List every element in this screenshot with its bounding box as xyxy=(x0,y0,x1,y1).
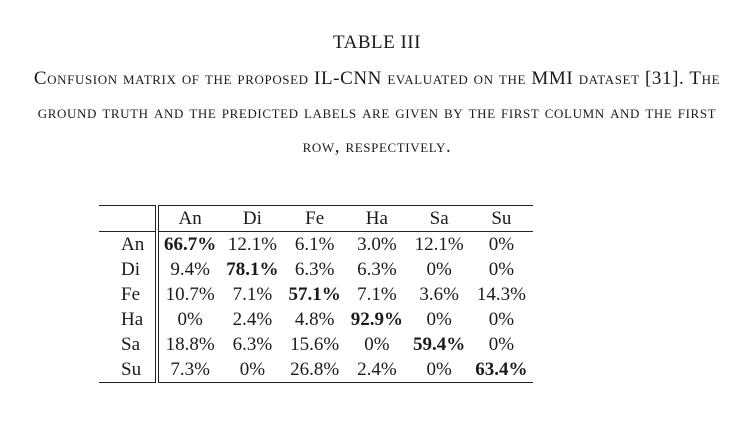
table-row: Fe 10.7% 7.1% 57.1% 7.1% 3.6% 14.3% xyxy=(99,282,533,307)
row-label: Di xyxy=(99,257,159,282)
table-cell: 6.1% xyxy=(283,231,346,257)
row-label: Ha xyxy=(99,307,159,332)
table-cell: 0% xyxy=(426,259,452,280)
table-cell: 9.4% xyxy=(170,259,210,280)
table-cell: 63.4% xyxy=(475,359,528,380)
table-cell: 0% xyxy=(177,309,203,330)
column-header: Sa xyxy=(408,205,471,232)
table-row: An 66.7% 12.1% 6.1% 3.0% 12.1% 0% xyxy=(99,231,533,257)
table-cell: 0% xyxy=(488,259,515,280)
table-cell: 15.6% xyxy=(290,334,340,355)
table-cell: 57.1% xyxy=(288,284,341,305)
table-cell: 78.1% xyxy=(226,259,279,280)
table-cell: 18.8% xyxy=(165,334,215,355)
table-cell: 14.3% xyxy=(476,284,526,305)
table-row: Su 7.3% 0% 26.8% 2.4% 0% 63.4% xyxy=(99,357,533,383)
table-cell: 3.0% xyxy=(345,231,408,257)
table-cell: 7.3% xyxy=(170,359,210,380)
table-cell: 6.3% xyxy=(294,259,335,280)
table-cell: 92.9% xyxy=(350,309,403,330)
table-cell: 6.3% xyxy=(232,334,273,355)
table-cell: 59.4% xyxy=(413,334,466,355)
table-cell: 7.1% xyxy=(232,284,273,305)
row-label: Fe xyxy=(99,282,159,307)
table-cell: 0% xyxy=(426,309,452,330)
table-cell: 3.6% xyxy=(419,284,459,305)
table-row: Ha 0% 2.4% 4.8% 92.9% 0% 0% xyxy=(99,307,533,332)
table-cell: 66.7% xyxy=(157,231,222,257)
table-row: Di 9.4% 78.1% 6.3% 6.3% 0% 0% xyxy=(99,257,533,282)
column-header: An xyxy=(157,205,222,232)
table-label: TABLE III xyxy=(333,32,421,53)
row-label: Su xyxy=(99,357,159,383)
table-row: Sa 18.8% 6.3% 15.6% 0% 59.4% 0% xyxy=(99,332,533,357)
corner-cell xyxy=(99,205,159,232)
table-cell: 0% xyxy=(426,359,452,380)
table-cell: 12.1% xyxy=(408,231,471,257)
confusion-matrix-table: An Di Fe Ha Sa Su An 66.7% 12.1% 6.1% 3.… xyxy=(99,205,533,383)
table-cell: 26.8% xyxy=(290,359,340,380)
table-cell: 2.4% xyxy=(232,309,273,330)
table-caption: Confusion matrix of the proposed IL-CNN … xyxy=(33,68,721,157)
table-cell: 0% xyxy=(470,231,533,257)
column-header: Di xyxy=(221,205,284,232)
column-header: Fe xyxy=(283,205,346,232)
table-cell: 2.4% xyxy=(357,359,397,380)
row-label: An xyxy=(99,231,159,257)
table-cell: 12.1% xyxy=(221,231,284,257)
row-label: Sa xyxy=(99,332,159,357)
table-cell: 4.8% xyxy=(294,309,335,330)
table-cell: 7.1% xyxy=(357,284,397,305)
column-header: Ha xyxy=(345,205,408,232)
table-cell: 0% xyxy=(364,334,390,355)
table-cell: 10.7% xyxy=(165,284,215,305)
table-cell: 0% xyxy=(488,309,515,330)
table-cell: 0% xyxy=(239,359,266,380)
table-cell: 6.3% xyxy=(357,259,397,280)
column-header: Su xyxy=(470,205,533,232)
table-cell: 0% xyxy=(488,334,515,355)
header-row: An Di Fe Ha Sa Su xyxy=(99,205,533,232)
